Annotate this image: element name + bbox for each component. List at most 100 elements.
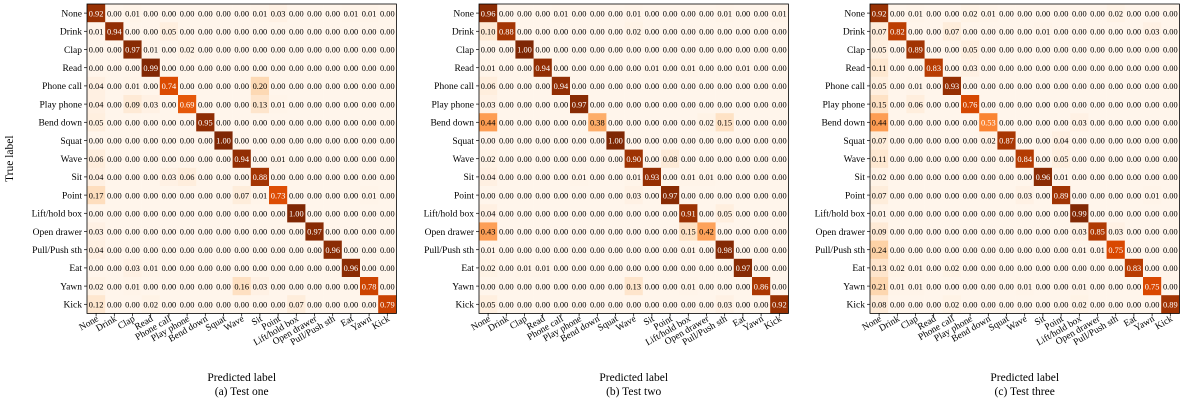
y-tick-label-read: Read bbox=[845, 64, 865, 74]
heatmap-cell bbox=[733, 240, 753, 260]
cell-value-label: 0.04 bbox=[481, 210, 496, 219]
cell-value-label: 0.00 bbox=[572, 9, 587, 18]
heatmap-cell bbox=[624, 113, 644, 132]
heatmap-cell bbox=[1106, 258, 1126, 278]
cell-value-label: 0.00 bbox=[271, 119, 286, 128]
cell-value-label: 0.00 bbox=[535, 282, 550, 291]
heatmap-cell bbox=[141, 295, 161, 314]
heatmap-cell bbox=[323, 40, 343, 59]
heatmap-cell bbox=[733, 222, 753, 241]
cell-value-label: 0.00 bbox=[344, 46, 359, 55]
heatmap-cell bbox=[250, 113, 270, 132]
heatmap-cell bbox=[997, 277, 1016, 296]
cell-value-label: 0.05 bbox=[481, 301, 496, 310]
cell-value-label: 0.00 bbox=[307, 191, 322, 200]
heatmap-cell bbox=[287, 40, 306, 59]
heatmap-cell bbox=[1124, 222, 1144, 241]
heatmap-cell bbox=[570, 95, 589, 114]
heatmap-cell bbox=[1161, 295, 1180, 314]
heatmap-cell bbox=[159, 222, 179, 241]
cell-value-label: 0.06 bbox=[481, 82, 496, 91]
cell-value-label: 0.00 bbox=[1127, 173, 1142, 182]
heatmap-cell bbox=[105, 95, 124, 114]
heatmap-cell bbox=[997, 222, 1016, 241]
cell-value-label: 0.00 bbox=[645, 100, 660, 109]
cell-value-label: 0.02 bbox=[481, 264, 496, 273]
cell-value-label: 0.01 bbox=[681, 246, 696, 255]
heatmap-cell bbox=[1106, 22, 1126, 41]
cell-value-label: 0.00 bbox=[325, 119, 340, 128]
cell-value-label: 0.00 bbox=[162, 119, 177, 128]
cell-value-label: 0.00 bbox=[535, 100, 550, 109]
cell-value-label: 0.00 bbox=[1108, 155, 1123, 164]
heatmap-cell bbox=[770, 40, 789, 59]
heatmap-cell bbox=[888, 186, 907, 205]
heatmap-cell bbox=[533, 4, 553, 23]
heatmap-cell bbox=[715, 22, 735, 41]
cell-value-label: 0.03 bbox=[1145, 28, 1160, 37]
heatmap-cell bbox=[305, 258, 324, 278]
heatmap-cell bbox=[287, 295, 306, 314]
cell-value-label: 0.00 bbox=[554, 228, 569, 237]
cell-value-label: 0.00 bbox=[1127, 28, 1142, 37]
heatmap-cell bbox=[588, 295, 607, 314]
heatmap-cell bbox=[178, 40, 197, 59]
heatmap-cell bbox=[733, 113, 753, 132]
cell-value-label: 0.00 bbox=[517, 9, 532, 18]
heatmap-cell bbox=[378, 149, 397, 169]
heatmap-cell bbox=[642, 167, 662, 187]
heatmap-cell bbox=[123, 4, 142, 23]
heatmap-cell bbox=[870, 258, 889, 278]
heatmap-cell bbox=[378, 258, 397, 278]
heatmap-cell bbox=[606, 167, 625, 187]
heatmap-cell bbox=[360, 258, 379, 278]
cell-value-label: 0.00 bbox=[307, 282, 322, 291]
heatmap-cell bbox=[1070, 167, 1089, 187]
cell-value-label: 0.02 bbox=[963, 9, 978, 18]
cell-value-label: 0.00 bbox=[699, 155, 714, 164]
heatmap-cell bbox=[642, 40, 662, 59]
cell-value-label: 0.00 bbox=[908, 119, 923, 128]
heatmap-cell bbox=[715, 149, 735, 169]
cell-value-label: 0.02 bbox=[180, 46, 195, 55]
cell-value-label: 0.00 bbox=[645, 9, 660, 18]
y-tick-label-play-phone: Play phone bbox=[823, 100, 865, 110]
heatmap-cell bbox=[479, 149, 498, 169]
heatmap-cell bbox=[924, 58, 944, 78]
heatmap-cell bbox=[888, 240, 907, 260]
cell-value-label: 0.00 bbox=[180, 191, 195, 200]
heatmap-cell bbox=[105, 131, 124, 150]
cell-value-label: 0.00 bbox=[754, 82, 769, 91]
cell-value-label: 0.00 bbox=[1145, 301, 1160, 310]
cell-value-label: 0.00 bbox=[699, 28, 714, 37]
cell-value-label: 0.00 bbox=[963, 210, 978, 219]
cell-value-label: 0.00 bbox=[890, 82, 905, 91]
cell-value-label: 0.04 bbox=[89, 82, 104, 91]
heatmap-cell bbox=[870, 113, 889, 132]
heatmap-cell bbox=[159, 295, 179, 314]
heatmap-cell bbox=[305, 295, 324, 314]
cell-value-label: 0.00 bbox=[180, 82, 195, 91]
heatmap-cell bbox=[1033, 113, 1053, 132]
heatmap-cell bbox=[1033, 22, 1053, 41]
heatmap-cell bbox=[87, 149, 106, 169]
cell-value-label: 0.85 bbox=[1090, 228, 1105, 237]
cell-value-label: 0.00 bbox=[253, 264, 268, 273]
cell-value-label: 0.00 bbox=[1072, 264, 1087, 273]
heatmap-cell bbox=[715, 277, 735, 296]
cell-value-label: 0.00 bbox=[926, 210, 941, 219]
cell-value-label: 0.00 bbox=[1054, 119, 1069, 128]
heatmap-cell bbox=[178, 167, 197, 187]
heatmap-cell bbox=[533, 113, 553, 132]
heatmap-cell bbox=[232, 58, 252, 78]
cell-value-label: 0.04 bbox=[89, 173, 104, 182]
heatmap-cell bbox=[906, 95, 925, 114]
cell-value-label: 0.06 bbox=[180, 173, 195, 182]
cell-value-label: 0.00 bbox=[1090, 155, 1105, 164]
heatmap-cell bbox=[1015, 240, 1035, 260]
cell-value-label: 0.00 bbox=[1036, 137, 1051, 146]
heatmap-cell bbox=[715, 76, 735, 96]
heatmap-cell bbox=[752, 149, 771, 169]
heatmap-cell bbox=[287, 76, 306, 96]
